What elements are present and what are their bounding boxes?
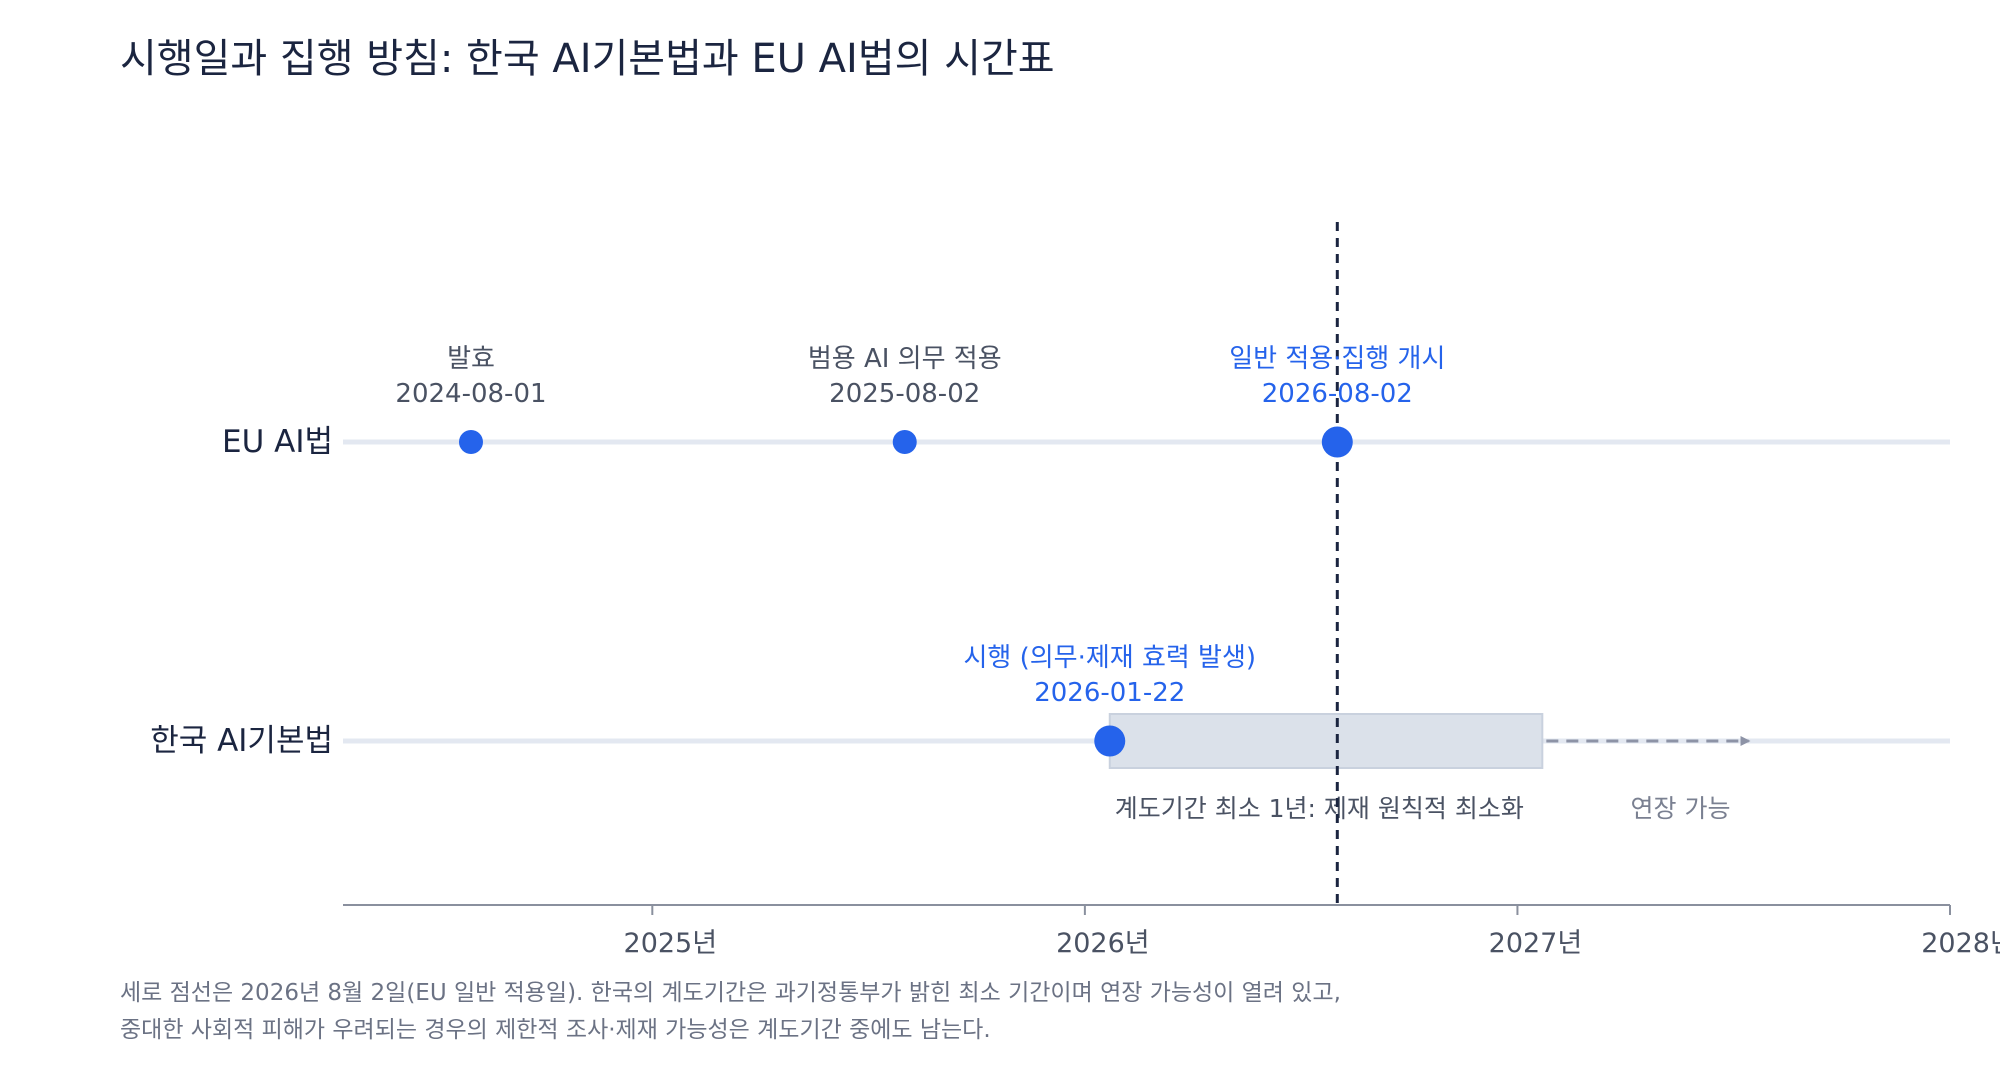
grace-period-label: 계도기간 최소 1년: 제재 원칙적 최소화 — [1115, 794, 1524, 823]
x-tick-label: 2028년 — [1921, 928, 2000, 959]
event-title: 범용 AI 의무 적용 — [808, 344, 1002, 374]
event-date-label: 2026-08-02 — [1262, 379, 1413, 409]
extension-label: 연장 가능 — [1631, 794, 1731, 823]
event-date-label: 2026-01-22 — [1034, 678, 1185, 708]
event-marker — [1321, 426, 1353, 458]
footnote-line-2: 중대한 사회적 피해가 우려되는 경우의 제한적 조사·제재 가능성은 계도기간… — [120, 1017, 991, 1043]
chart-title: 시행일과 집행 방침: 한국 AI기본법과 EU AI법의 시간표 — [120, 36, 1055, 82]
event-title: 발효 — [447, 344, 495, 374]
row-label: EU AI법 — [222, 424, 333, 460]
event-marker — [892, 430, 917, 454]
footnote: 세로 점선은 2026년 8월 2일(EU 일반 적용일). 한국의 계도기간은… — [120, 975, 1920, 1049]
event-title: 일반 적용·집행 개시 — [1229, 344, 1445, 374]
grace-period-band — [1108, 713, 1544, 769]
event-date-label: 2024-08-01 — [395, 379, 546, 409]
x-tick-label: 2026년 — [1056, 928, 1150, 959]
event-marker — [458, 430, 483, 454]
row-label: 한국 AI기본법 — [150, 723, 333, 759]
event-title: 시행 (의무·제재 효력 발생) — [963, 643, 1256, 673]
footnote-line-1: 세로 점선은 2026년 8월 2일(EU 일반 적용일). 한국의 계도기간은… — [120, 980, 1341, 1006]
x-tick-label: 2025년 — [624, 928, 718, 959]
event-marker — [1094, 725, 1126, 757]
x-tick-label: 2027년 — [1489, 928, 1583, 959]
event-date-label: 2025-08-02 — [829, 379, 980, 409]
